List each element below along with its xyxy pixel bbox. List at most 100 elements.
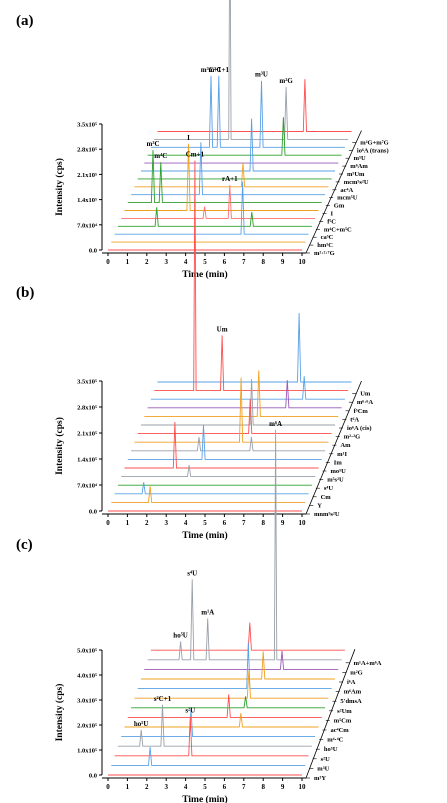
peak-label: m³C: [147, 140, 160, 148]
x-tick-label: 10: [299, 519, 307, 527]
series-trace: [114, 716, 309, 757]
series-trace: [141, 118, 335, 172]
x-axis-label: Time (min): [182, 530, 227, 541]
series-label: i⁶A: [347, 679, 356, 686]
series-label: mcm⁵U: [337, 195, 358, 202]
peak-label: s⁴U: [187, 569, 197, 577]
series-label: m⁴·⁴C: [327, 737, 343, 744]
series-label: mnm⁵s²U: [314, 511, 340, 518]
depth-axis: [305, 130, 362, 254]
x-tick-label: 8: [261, 258, 265, 266]
series-label: mcm⁵s²U: [344, 179, 369, 186]
series-trace: [121, 708, 316, 738]
series-trace: [134, 377, 329, 443]
panel-b: (b) 0.0 7.0x10⁴ 1.4x10⁵ 2.1x10⁵ 2.8x10⁵ 3.5x10…: [16, 151, 373, 541]
x-tick-label: 4: [184, 783, 188, 791]
series-label: m⁵Cm: [334, 717, 352, 724]
series-trace: [111, 746, 306, 766]
series-trace: [114, 181, 309, 235]
x-tick-label: 9: [281, 783, 285, 791]
y-tick-label: 5.0x10⁵: [77, 648, 97, 655]
series-label: s²U: [321, 756, 330, 763]
series-label: f⁵C: [327, 218, 336, 225]
x-tick-label: 6: [223, 258, 227, 266]
x-tick-label: 10: [299, 783, 307, 791]
series-label: m¹A+m⁶A: [354, 660, 382, 667]
series-label: ac⁴A: [340, 187, 353, 194]
y-tick-label: 0.0: [89, 248, 97, 255]
peak-label: m⁵C+1: [209, 66, 230, 74]
y-tick-label: 2.1x10⁵: [77, 172, 97, 179]
series-label: ca⁵C: [321, 234, 334, 241]
y-tick-label: 2.0x10⁵: [77, 723, 97, 730]
y-axis-label: Intensity (cps): [54, 684, 65, 742]
peak-label: ho⁵U: [173, 631, 188, 639]
x-tick-label: 6: [223, 519, 227, 527]
x-tick-label: 3: [164, 258, 168, 266]
series-trace: [147, 429, 342, 661]
y-tick-label: 3.5x10⁵: [77, 379, 97, 386]
peak-label: m³U: [255, 71, 268, 79]
x-tick-label: 2: [145, 258, 149, 266]
x-tick-label: 5: [203, 258, 207, 266]
series-label: t⁶A: [350, 416, 359, 423]
x-tick-label: 3: [164, 783, 168, 791]
x-tick-label: 0: [106, 519, 110, 527]
y-tick-label: 7.0x10⁴: [77, 222, 97, 229]
peak-label: Um: [217, 325, 228, 333]
peak-label: Cm+1: [186, 151, 205, 159]
y-tick-label: 0.0: [89, 509, 97, 516]
series-trace: [154, 160, 349, 392]
peak-label: m³C+1: [201, 66, 222, 74]
series-trace: [150, 622, 345, 651]
series-trace: [157, 312, 352, 383]
y-tick-label: 1.0x10⁵: [77, 748, 97, 755]
series-trace: [127, 694, 322, 718]
panel-label: (b): [16, 285, 34, 301]
series-trace: [131, 696, 326, 709]
series-label: m²·²·⁷G: [314, 250, 335, 257]
series-label: m²G+m⁷G: [360, 139, 389, 146]
series-trace: [127, 150, 322, 204]
y-tick-label: 1.4x10⁵: [77, 457, 97, 464]
series-trace: [134, 670, 329, 699]
series-trace: [150, 75, 345, 148]
x-tick-label: 4: [184, 519, 188, 527]
series-label: m³Y: [314, 775, 326, 782]
x-tick-label: 2: [145, 783, 149, 791]
series-label: m⁵U: [354, 155, 366, 162]
series-label: m¹I: [337, 451, 347, 458]
x-tick-label: 0: [106, 783, 110, 791]
x-tick-label: 8: [261, 783, 265, 791]
series-trace: [147, 117, 342, 156]
series-label: m⁵Um: [347, 171, 365, 178]
x-tick-label: 9: [281, 519, 285, 527]
y-tick-label: 2.8x10⁵: [77, 147, 97, 154]
y-tick-label: 1.4x10⁵: [77, 197, 97, 204]
peak-label: m⁴C: [154, 152, 167, 160]
panel-label: (a): [16, 13, 34, 29]
series-trace: [124, 713, 319, 728]
series-label: io⁶A (trans): [357, 147, 389, 154]
series-trace: [114, 482, 309, 495]
series-label: ho⁵U: [324, 746, 338, 753]
series-label: 5'dmsA: [340, 698, 362, 705]
series-trace: [147, 380, 342, 409]
series-label: Gm: [334, 203, 345, 210]
peak-label: s²U: [185, 707, 195, 715]
series-trace: [121, 465, 316, 478]
series-label: m⁶·⁶A: [357, 399, 373, 406]
y-tick-label: 4.0x10⁵: [77, 673, 97, 680]
x-tick-label: 10: [299, 258, 307, 266]
series-label: Im: [334, 459, 343, 466]
series-label: hm⁵C: [317, 242, 333, 249]
series-trace: [124, 421, 319, 469]
x-tick-label: 5: [203, 783, 207, 791]
series-label: m⁶Am: [344, 689, 362, 696]
series-trace: [121, 185, 316, 219]
x-tick-label: 7: [242, 258, 246, 266]
series-label: m²G: [350, 669, 362, 676]
series-trace: [157, 79, 352, 132]
x-tick-label: 1: [126, 258, 130, 266]
series-label: mo⁵U: [331, 468, 347, 475]
